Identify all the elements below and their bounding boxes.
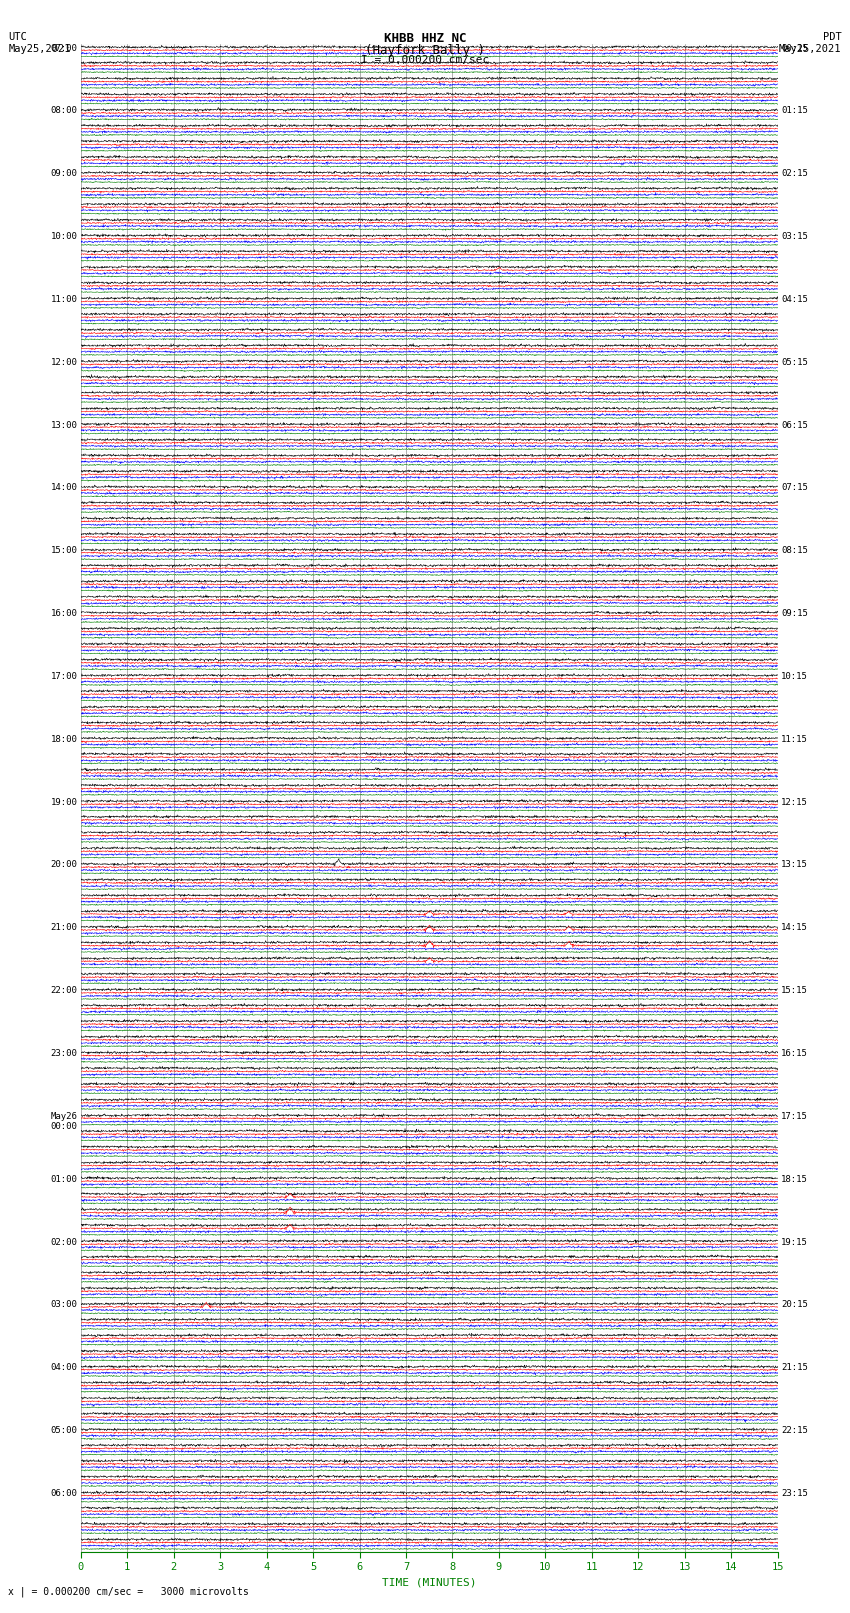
Text: x | = 0.000200 cm/sec =   3000 microvolts: x | = 0.000200 cm/sec = 3000 microvolts: [8, 1586, 249, 1597]
Text: 12:15: 12:15: [781, 798, 808, 806]
Text: 04:15: 04:15: [781, 295, 808, 303]
Text: 23:00: 23:00: [50, 1048, 77, 1058]
Text: 19:00: 19:00: [50, 798, 77, 806]
Text: 03:00: 03:00: [50, 1300, 77, 1310]
Text: 18:15: 18:15: [781, 1174, 808, 1184]
Text: 04:00: 04:00: [50, 1363, 77, 1373]
Text: 18:00: 18:00: [50, 736, 77, 744]
Text: 11:00: 11:00: [50, 295, 77, 303]
Text: 10:15: 10:15: [781, 673, 808, 681]
Text: 13:15: 13:15: [781, 860, 808, 869]
Text: 22:00: 22:00: [50, 986, 77, 995]
Text: 23:15: 23:15: [781, 1489, 808, 1498]
Text: 20:15: 20:15: [781, 1300, 808, 1310]
Text: 22:15: 22:15: [781, 1426, 808, 1436]
Text: 01:15: 01:15: [781, 106, 808, 116]
Text: 06:00: 06:00: [50, 1489, 77, 1498]
Text: UTC
May25,2021: UTC May25,2021: [8, 32, 71, 53]
Text: 12:00: 12:00: [50, 358, 77, 366]
Text: 08:15: 08:15: [781, 547, 808, 555]
Text: 05:00: 05:00: [50, 1426, 77, 1436]
Text: 09:15: 09:15: [781, 610, 808, 618]
Text: 13:00: 13:00: [50, 421, 77, 429]
Text: 07:00: 07:00: [50, 44, 77, 53]
Text: 11:15: 11:15: [781, 736, 808, 744]
Text: 02:00: 02:00: [50, 1237, 77, 1247]
Text: 05:15: 05:15: [781, 358, 808, 366]
Text: 15:00: 15:00: [50, 547, 77, 555]
Text: May26
00:00: May26 00:00: [50, 1111, 77, 1131]
Text: PDT
May25,2021: PDT May25,2021: [779, 32, 842, 53]
Text: 14:15: 14:15: [781, 923, 808, 932]
Text: 00:15: 00:15: [781, 44, 808, 53]
Text: 21:15: 21:15: [781, 1363, 808, 1373]
Text: 06:15: 06:15: [781, 421, 808, 429]
Text: 10:00: 10:00: [50, 232, 77, 240]
Text: (Hayfork Bally ): (Hayfork Bally ): [365, 44, 485, 56]
Text: I = 0.000200 cm/sec: I = 0.000200 cm/sec: [361, 55, 489, 65]
Text: 17:00: 17:00: [50, 673, 77, 681]
Text: 09:00: 09:00: [50, 169, 77, 177]
Text: 14:00: 14:00: [50, 484, 77, 492]
Text: KHBB HHZ NC: KHBB HHZ NC: [383, 32, 467, 45]
Text: 15:15: 15:15: [781, 986, 808, 995]
Text: 16:15: 16:15: [781, 1048, 808, 1058]
Text: 02:15: 02:15: [781, 169, 808, 177]
Text: 21:00: 21:00: [50, 923, 77, 932]
Text: 03:15: 03:15: [781, 232, 808, 240]
X-axis label: TIME (MINUTES): TIME (MINUTES): [382, 1578, 477, 1587]
Text: 20:00: 20:00: [50, 860, 77, 869]
Text: 16:00: 16:00: [50, 610, 77, 618]
Text: 19:15: 19:15: [781, 1237, 808, 1247]
Text: 17:15: 17:15: [781, 1111, 808, 1121]
Text: 08:00: 08:00: [50, 106, 77, 116]
Text: 01:00: 01:00: [50, 1174, 77, 1184]
Text: 07:15: 07:15: [781, 484, 808, 492]
